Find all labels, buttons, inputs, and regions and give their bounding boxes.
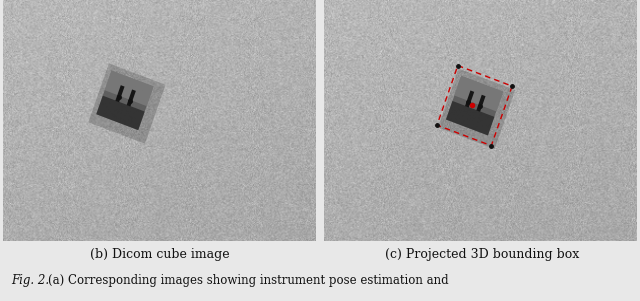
Polygon shape	[438, 69, 515, 149]
Text: (b) Dicom cube image: (b) Dicom cube image	[90, 248, 229, 261]
Text: Fig. 2.: Fig. 2.	[12, 274, 50, 287]
Polygon shape	[96, 96, 145, 130]
Text: (a) Corresponding images showing instrument pose estimation and: (a) Corresponding images showing instrum…	[48, 274, 449, 287]
Polygon shape	[465, 91, 474, 107]
Polygon shape	[115, 85, 125, 102]
Text: (c) Projected 3D bounding box: (c) Projected 3D bounding box	[385, 248, 579, 261]
Polygon shape	[446, 101, 494, 135]
Polygon shape	[127, 89, 136, 107]
Polygon shape	[105, 70, 154, 106]
Polygon shape	[454, 76, 503, 111]
Polygon shape	[96, 70, 154, 130]
Polygon shape	[446, 76, 503, 135]
Polygon shape	[88, 63, 166, 144]
Polygon shape	[476, 95, 486, 112]
